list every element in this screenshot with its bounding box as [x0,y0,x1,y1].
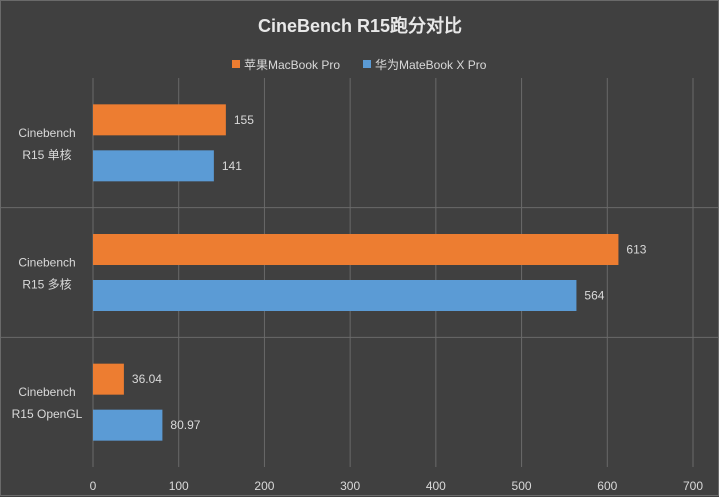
x-tick-label: 700 [683,479,703,493]
category-label: Cinebench [18,256,75,270]
legend-label-macbook: 苹果MacBook Pro [244,58,340,72]
bars [93,104,619,441]
data-labels: 155 141 613 564 36.04 80.97 [132,113,647,432]
bar-matebook [93,150,214,182]
x-tick-label: 100 [169,479,189,493]
category-label: R15 单核 [22,148,71,162]
category-label: R15 多核 [22,278,71,292]
data-label: 80.97 [170,418,200,432]
category-separators [1,207,719,338]
x-tick-label: 0 [90,479,97,493]
bar-macbook [93,234,619,265]
data-label: 155 [234,113,254,127]
x-tick-label: 600 [597,479,617,493]
x-axis-ticks: 0 100 200 300 400 500 600 700 [90,479,704,493]
category-labels: Cinebench R15 单核 Cinebench R15 多核 Cinebench R… [12,126,83,421]
legend-swatch-matebook [363,60,371,68]
legend-label-matebook: 华为MateBook X Pro [375,58,487,72]
x-tick-label: 500 [512,479,532,493]
x-tick-label: 200 [254,479,274,493]
bar-macbook [93,363,124,395]
category-label: R15 OpenGL [12,407,83,421]
x-tick-label: 400 [426,479,446,493]
legend-swatch-macbook [232,60,240,68]
bar-matebook [93,409,163,441]
chart-title: CineBench R15跑分对比 [258,15,462,36]
gridlines [92,78,694,467]
legend: 苹果MacBook Pro 华为MateBook X Pro [232,58,487,72]
data-label: 141 [222,159,242,173]
bar-macbook [93,104,226,136]
category-label: Cinebench [18,126,75,140]
data-label: 564 [584,289,604,303]
data-label: 613 [626,243,646,257]
x-tick-label: 300 [340,479,360,493]
bar-matebook [93,280,577,311]
data-label: 36.04 [132,372,162,386]
category-label: Cinebench [18,385,75,399]
